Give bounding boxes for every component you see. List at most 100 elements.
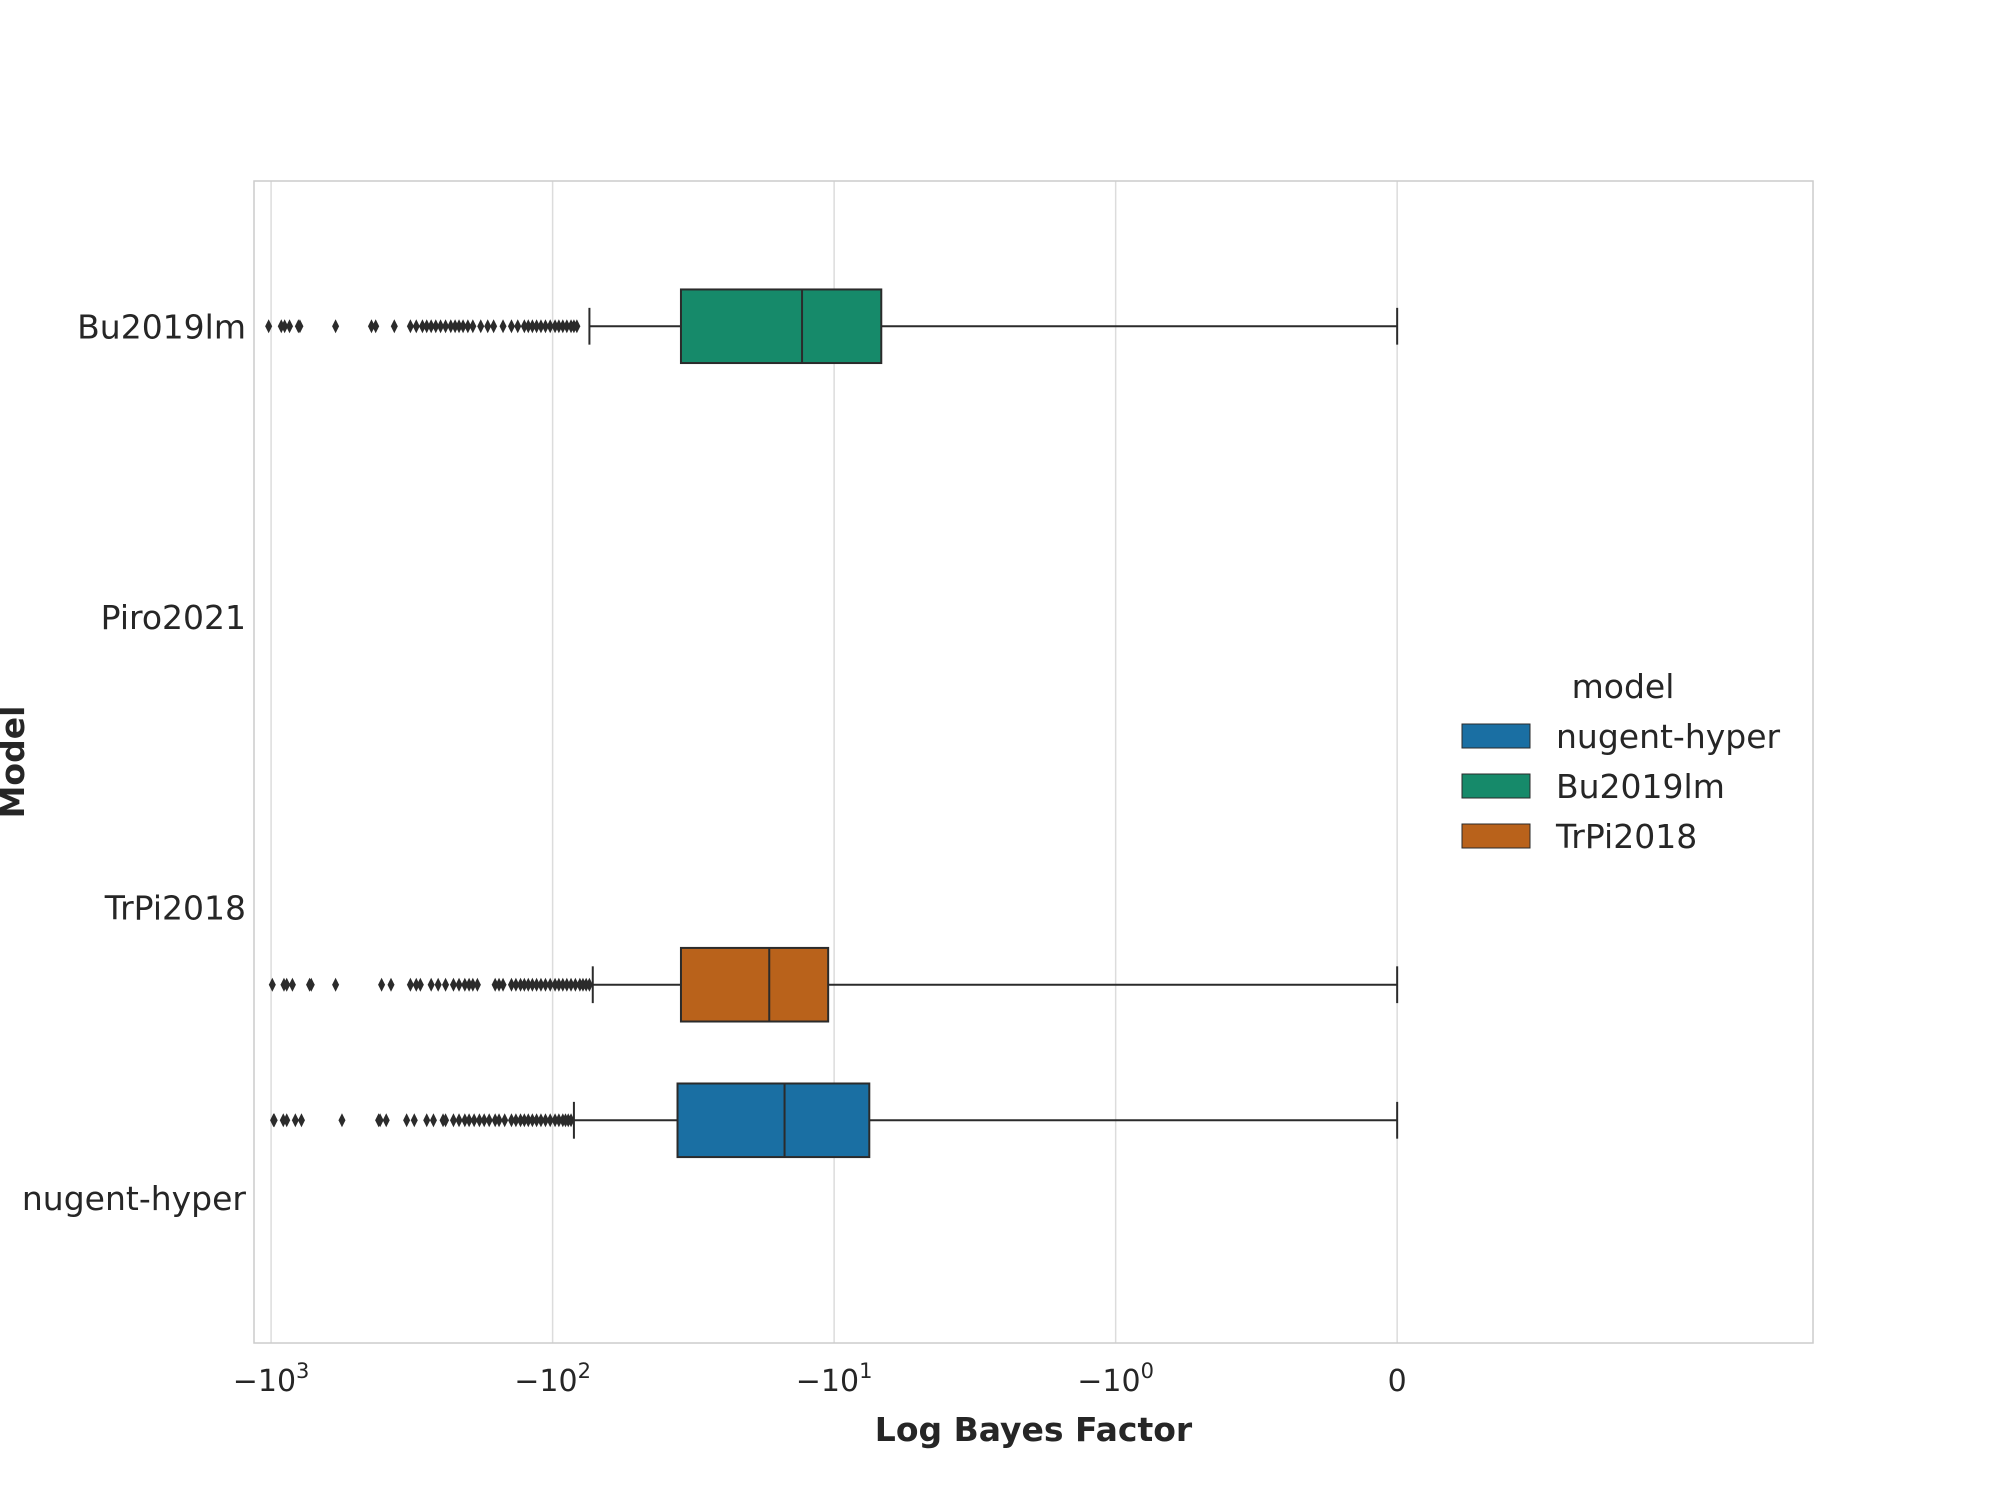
outlier-point (571, 977, 579, 992)
outlier-point (567, 1113, 575, 1128)
outlier-point (537, 1113, 545, 1128)
outlier-point (533, 1113, 541, 1128)
y-category-label: Bu2019lm (77, 307, 246, 346)
outlier-point (567, 977, 575, 992)
outlier-point (442, 1113, 450, 1128)
outlier-point (288, 977, 296, 992)
box-TrPi2018 (268, 946, 1399, 1023)
outlier-point (480, 1113, 488, 1128)
outlier-point (475, 1113, 483, 1128)
outlier-point (367, 319, 375, 334)
outlier-point (477, 319, 485, 334)
outlier-point (432, 319, 440, 334)
x-tick-label: −102 (514, 1359, 591, 1399)
outlier-point (403, 1113, 411, 1128)
outlier-point (555, 319, 563, 334)
outlier-point (520, 1113, 528, 1128)
outlier-point (470, 1113, 478, 1128)
outlier-point (265, 319, 273, 334)
legend-label: nugent-hyper (1556, 717, 1781, 756)
outlier-point (437, 319, 445, 334)
outlier-point (423, 1113, 431, 1128)
outlier-point (512, 1113, 520, 1128)
y-category-label: TrPi2018 (104, 888, 246, 927)
outlier-point (484, 319, 492, 334)
legend-label: TrPi2018 (1555, 817, 1697, 856)
outlier-point (410, 1113, 418, 1128)
y-category-label: nugent-hyper (22, 1179, 247, 1218)
outlier-point (291, 1113, 299, 1128)
outlier-point (537, 977, 545, 992)
outlier-point (281, 319, 289, 334)
outlier-point (390, 319, 398, 334)
outlier-point (268, 977, 276, 992)
outlier-point (332, 977, 340, 992)
outlier-point (427, 977, 435, 992)
outlier-point (469, 977, 477, 992)
x-tick-label: −100 (1077, 1359, 1154, 1399)
outlier-point (447, 319, 455, 334)
outlier-point (551, 1113, 559, 1128)
outlier-point (541, 977, 549, 992)
outlier-point (507, 1113, 515, 1128)
y-axis-categories: Bu2019lm Piro2021 TrPi2018 nugent-hyper (22, 307, 247, 1218)
outlier-point (555, 1113, 563, 1128)
outlier-point (412, 319, 420, 334)
outlier-point (442, 319, 450, 334)
outlier-point (449, 1113, 457, 1128)
outlier-point (517, 977, 525, 992)
box-nugent-hyper (270, 1082, 1399, 1159)
iqr-box (679, 288, 883, 365)
x-tick-label: 0 (1388, 1364, 1407, 1399)
outlier-point (412, 977, 420, 992)
outlier-point (537, 319, 545, 334)
grid-layer (270, 181, 1398, 1343)
outlier-point (546, 319, 554, 334)
outlier-point (307, 977, 315, 992)
outlier-point (449, 977, 457, 992)
outlier-point (429, 1113, 437, 1128)
legend-swatch (1461, 723, 1531, 749)
outlier-point (520, 977, 528, 992)
x-axis-ticks: −103 −102 −101 −100 0 (233, 1359, 1407, 1399)
x-tick-label: −103 (233, 1359, 310, 1399)
outlier-point (455, 319, 463, 334)
outlier-point (551, 977, 559, 992)
outlier-point (507, 319, 515, 334)
outlier-point (541, 1113, 549, 1128)
legend-title: model (1572, 667, 1675, 706)
outlier-point (585, 977, 593, 992)
outlier-point (434, 977, 442, 992)
legend-swatch (1461, 823, 1531, 849)
outlier-point (296, 319, 304, 334)
iqr-box (679, 946, 830, 1023)
iqr-box (676, 1082, 871, 1159)
outlier-point (372, 319, 380, 334)
outlier-point (551, 319, 559, 334)
legend-swatch (1461, 773, 1531, 799)
outlier-point (286, 319, 294, 334)
outlier-point (332, 319, 340, 334)
outlier-point (495, 1113, 503, 1128)
outlier-point (465, 1113, 473, 1128)
outlier-point (416, 977, 424, 992)
outlier-point (427, 319, 435, 334)
x-axis-title: Log Bayes Factor (875, 1410, 1193, 1449)
outlier-point (559, 319, 567, 334)
outlier-point (473, 977, 481, 992)
outlier-point (283, 1113, 291, 1128)
outlier-point (520, 319, 528, 334)
x-tick-label: −101 (796, 1359, 873, 1399)
outlier-point (461, 977, 469, 992)
outlier-point (533, 977, 541, 992)
outlier-point (528, 977, 536, 992)
outlier-point (501, 1113, 509, 1128)
legend-label: Bu2019lm (1556, 767, 1725, 806)
outlier-point (495, 977, 503, 992)
outlier-point (491, 977, 499, 992)
outlier-point (451, 319, 459, 334)
outlier-point (546, 977, 554, 992)
outlier-point (528, 319, 536, 334)
outlier-point (297, 1113, 305, 1128)
outlier-point (499, 977, 507, 992)
